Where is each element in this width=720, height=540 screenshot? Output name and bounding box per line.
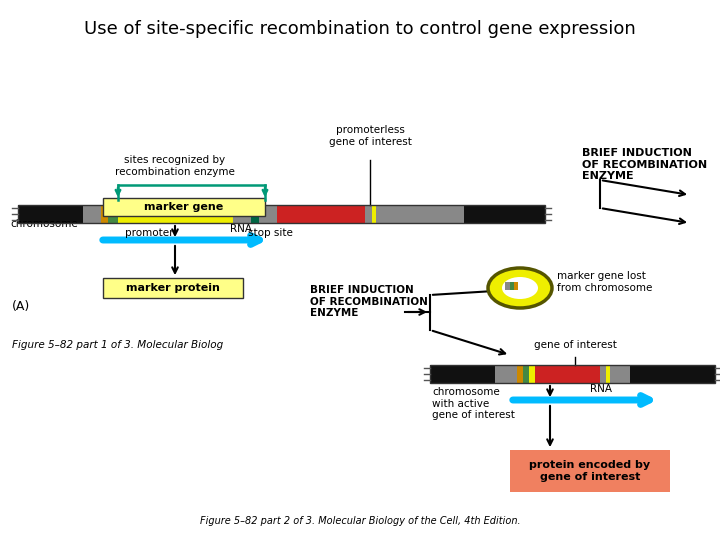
Bar: [251, 205, 259, 223]
Ellipse shape: [488, 268, 552, 308]
Text: promoter: promoter: [125, 228, 174, 238]
Bar: [514, 282, 518, 290]
Text: BRIEF INDUCTION
OF RECOMBINATION
ENZYME: BRIEF INDUCTION OF RECOMBINATION ENZYME: [582, 148, 707, 181]
Text: Use of site-specific recombination to control gene expression: Use of site-specific recombination to co…: [84, 20, 636, 38]
Bar: [430, 365, 495, 383]
Text: (A): (A): [12, 300, 30, 313]
Text: stop site: stop site: [248, 228, 293, 238]
Text: RNA: RNA: [590, 384, 612, 394]
Bar: [505, 282, 510, 290]
Bar: [529, 365, 535, 383]
Text: chromosome
with active
gene of interest: chromosome with active gene of interest: [432, 387, 515, 420]
Bar: [510, 282, 514, 290]
Bar: [101, 205, 108, 223]
Bar: [259, 205, 277, 223]
Bar: [83, 205, 101, 223]
Text: Figure 5–82 part 2 of 3. Molecular Biology of the Cell, 4th Edition.: Figure 5–82 part 2 of 3. Molecular Biolo…: [199, 516, 521, 526]
Text: promoterless
gene of interest: promoterless gene of interest: [328, 125, 411, 146]
Ellipse shape: [502, 277, 538, 299]
Bar: [18, 205, 83, 223]
Bar: [517, 365, 523, 383]
Text: chromosome: chromosome: [10, 219, 78, 229]
Bar: [600, 365, 606, 383]
Text: RNA: RNA: [230, 224, 252, 234]
Text: BRIEF INDUCTION
OF RECOMBINATION
ENZYME: BRIEF INDUCTION OF RECOMBINATION ENZYME: [310, 285, 428, 318]
Bar: [118, 205, 233, 223]
Text: marker gene lost
from chromosome: marker gene lost from chromosome: [557, 271, 652, 293]
Text: marker gene: marker gene: [145, 202, 224, 212]
Bar: [233, 205, 251, 223]
Bar: [630, 365, 715, 383]
Bar: [464, 205, 545, 223]
Bar: [495, 365, 517, 383]
Bar: [108, 205, 118, 223]
Bar: [510, 450, 670, 492]
Bar: [103, 278, 243, 298]
Text: gene of interest: gene of interest: [534, 340, 616, 350]
Bar: [372, 205, 376, 223]
Bar: [535, 365, 600, 383]
Bar: [430, 365, 715, 383]
Bar: [523, 365, 529, 383]
Text: marker protein: marker protein: [126, 283, 220, 293]
Bar: [277, 205, 365, 223]
Text: sites recognized by
recombination enzyme: sites recognized by recombination enzyme: [115, 155, 235, 177]
Bar: [18, 205, 545, 223]
Bar: [365, 205, 372, 223]
Text: protein encoded by
gene of interest: protein encoded by gene of interest: [529, 460, 651, 482]
Bar: [606, 365, 610, 383]
Text: Figure 5–82 part 1 of 3. Molecular Biolog: Figure 5–82 part 1 of 3. Molecular Biolo…: [12, 340, 223, 350]
Bar: [610, 365, 630, 383]
Bar: [376, 205, 464, 223]
Bar: [103, 198, 265, 216]
